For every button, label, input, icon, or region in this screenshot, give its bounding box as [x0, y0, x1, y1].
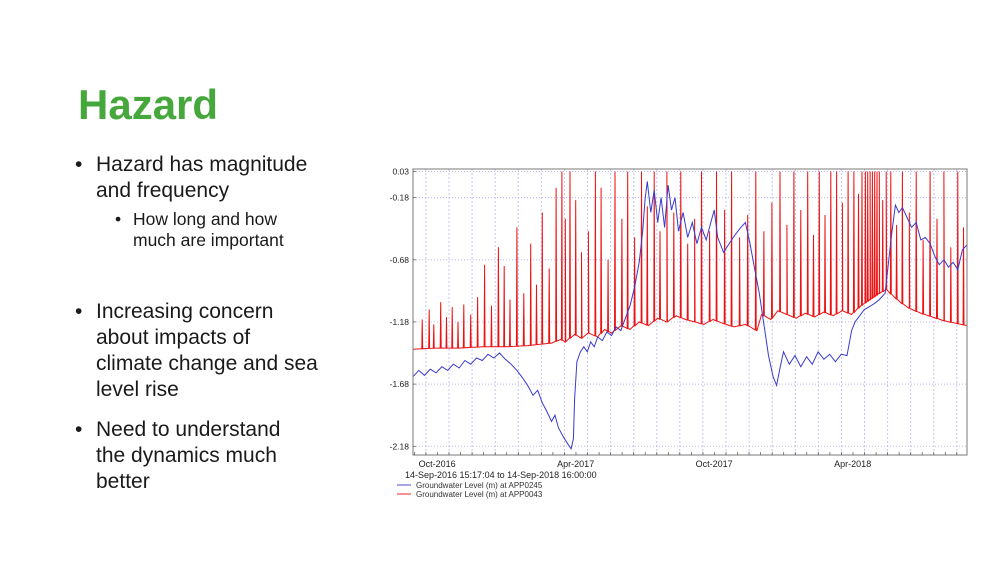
- y-tick-label: -1.68: [390, 379, 410, 389]
- x-axis-labels: Oct-2016 Apr-2017 Oct-2017 Apr-2018: [419, 459, 872, 469]
- groundwater-chart-svg: 0.03 -0.18 -0.68 -1.18 -1.68 -2.18 Oct-2…: [390, 167, 968, 499]
- y-tick-label: -0.68: [390, 255, 410, 265]
- sub-bullet-dot: •: [115, 209, 122, 229]
- x-tick-label: Oct-2017: [696, 459, 733, 469]
- groundwater-chart: 0.03 -0.18 -0.68 -1.18 -1.68 -2.18 Oct-2…: [388, 150, 1002, 510]
- y-tick-label: 0.03: [392, 167, 409, 177]
- series-line-app0043: [413, 171, 967, 350]
- y-tick-label: -2.18: [390, 441, 410, 451]
- y-axis-labels: 0.03 -0.18 -0.68 -1.18 -1.68 -2.18: [390, 167, 410, 452]
- bullet-dot: •: [75, 300, 83, 323]
- y-tick-label: -1.18: [390, 317, 410, 327]
- chart-subtitle: 14-Sep-2016 15:17:04 to 14-Sep-2018 16:0…: [405, 470, 597, 480]
- bullet-dot: •: [75, 418, 83, 441]
- x-tick-label: Apr-2017: [557, 459, 594, 469]
- sub-bullet-item: • How long and how much are important: [115, 209, 335, 251]
- sub-bullet-text: How long and how much are important: [133, 209, 284, 250]
- slide-title: Hazard: [78, 81, 219, 129]
- x-tick-label: Oct-2016: [419, 459, 456, 469]
- bullet-dot: •: [75, 153, 83, 176]
- bullet-text: Need to understand the dynamics much bet…: [96, 418, 281, 493]
- bullet-item: • Increasing concern about impacts of cl…: [75, 299, 375, 403]
- legend-label-app0245: Groundwater Level (m) at APP0245: [416, 481, 543, 490]
- chart-axis-ticks: [413, 171, 958, 455]
- legend-label-app0043: Groundwater Level (m) at APP0043: [416, 490, 543, 499]
- chart-grid: [413, 169, 967, 455]
- bullet-text: Hazard has magnitude and frequency: [96, 153, 308, 202]
- bullet-text: Increasing concern about impacts of clim…: [96, 300, 318, 401]
- bullet-item: • Need to understand the dynamics much b…: [75, 417, 375, 495]
- y-tick-label: -0.18: [390, 193, 410, 203]
- chart-legend: Groundwater Level (m) at APP0245 Groundw…: [397, 481, 543, 499]
- bullet-item: • Hazard has magnitude and frequency: [75, 152, 375, 204]
- chart-series: [413, 171, 967, 451]
- series-line-app0245: [413, 181, 967, 451]
- chart-border: [412, 168, 968, 456]
- x-tick-label: Apr-2018: [834, 459, 871, 469]
